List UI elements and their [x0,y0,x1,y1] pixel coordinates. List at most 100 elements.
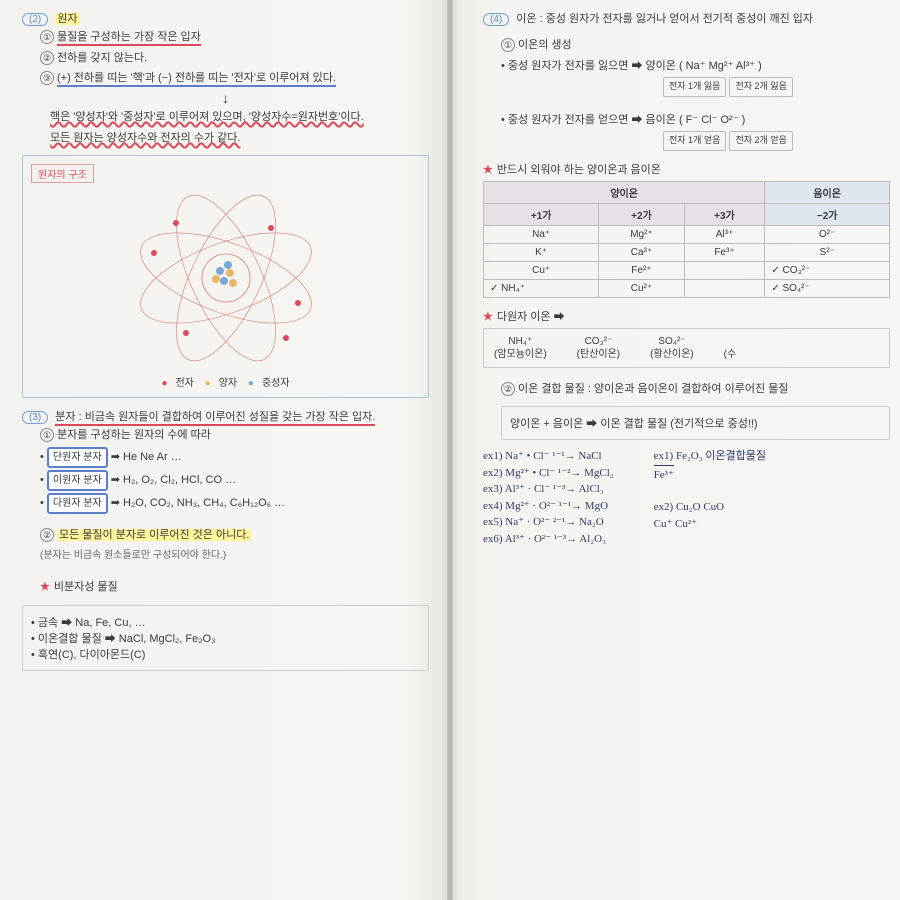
arrow-down-icon: ↓ [22,90,429,106]
cell [684,279,765,297]
line-1: 물질을 구성하는 가장 작은 입자 [57,31,201,46]
hand-line: ex6) Al³⁺ · O²⁻ ¹⁻³→ Al₂O₃ [483,531,614,548]
cell: K⁺ [484,243,599,261]
heading-3-def: 분자 : 비금속 원자들이 결합하여 이루어진 성질을 갖는 가장 작은 입자. [55,411,375,426]
box-lose-1: 전자 1개 잃음 [663,77,726,96]
polyion-label: 다원자 이온 ➡ [497,311,565,323]
line-5: 모든 원자는 양성자수와 전자의 수가 같다. [50,132,240,144]
heading-4-def: 이온 : 중성 원자가 전자를 잃거나 얻어서 전기적 중성이 깨진 입자 [516,13,813,25]
num-3: ③ [40,71,54,85]
heading-2: (2) [22,13,48,26]
heading-4: (4) [483,13,509,26]
th-p1: +1가 [484,203,599,225]
poly-co3: CO₃²⁻(탄산이온) [577,335,620,361]
legend-proton: 양자 [219,378,237,389]
cell: S²⁻ [765,243,890,261]
cell: Mg²⁺ [599,225,684,243]
star-icon-2: ★ [483,164,493,176]
hand-left: ex1) Na⁺ • Cl⁻ ¹⁻¹→ NaCl ex2) Mg²⁺ • Cl⁻… [483,448,614,547]
anion-line: 중성 원자가 전자를 얻으면 ➡ 음이온 ( F⁻ Cl⁻ O²⁻ ) [508,114,745,126]
th-anion: 음이온 [765,181,890,203]
ion-table-sec: ★ 반드시 외워야 하는 양이온과 음이온 양이온 음이온 +1가 +2가 +3가… [483,161,890,298]
box-gain-1: 전자 1개 얻음 [663,131,726,150]
num-1: ① [40,30,54,44]
cell: O²⁻ [765,225,890,243]
atom-diagram [31,187,420,372]
th-m2: −2가 [765,203,890,225]
legend-neutron: 중성자 [262,378,290,389]
bond-box-text: 양이온 + 음이온 ➡ 이온 결합 물질 (전기적으로 중성!!) [510,418,758,430]
atom-structure-box: 원자의 구조 [22,155,429,398]
handwritten-examples: ex1) Na⁺ • Cl⁻ ¹⁻¹→ NaCl ex2) Mg²⁺ • Cl⁻… [483,448,890,547]
cell [684,261,765,279]
cell: Ca²⁺ [599,243,684,261]
atom-box-title: 원자의 구조 [31,164,94,183]
mem-title: 반드시 외워야 하는 양이온과 음이온 [497,164,661,176]
num-2c: ② [501,382,515,396]
atom-legend: ●전자 ●양자 ●중성자 [31,374,420,389]
note-2-sub: (분자는 비금속 원소들로만 구성되어야 한다.) [40,547,429,564]
star-icon: ★ [40,581,50,593]
ion-gen: 이온의 생성 [518,39,572,51]
hand-line: ex2) Mg²⁺ • Cl⁻ ¹⁻²→ MgCl₂ [483,465,614,482]
line-3: (+) 전하를 띠는 '핵'과 (−) 전하를 띠는 '전자'로 이루어져 있다… [57,72,336,87]
heading-2-title: 원자 [55,13,79,25]
hand-line: ex5) Na⁺ · O²⁻ ²⁻¹→ Na₂O [483,514,614,531]
bond-box: 양이온 + 음이온 ➡ 이온 결합 물질 (전기적으로 중성!!) [501,406,890,440]
poly-so4: SO₄²⁻(황산이온) [650,335,693,361]
hand-line: Cu⁺ Cu²⁺ [654,516,766,533]
page-right: (4) 이온 : 중성 원자가 전자를 잃거나 얻어서 전기적 중성이 깨진 입… [453,0,900,900]
cell: Fe²⁺ [599,261,684,279]
cell: ✓ CO₃²⁻ [765,261,890,279]
poly-oh: (수 [724,335,737,361]
hand-right: ex1) Fe₂O₃ 이온결합물질 Fe³⁺ ex2) Cu₂O CuO Cu⁺… [654,448,766,547]
sec-4-ion: (4) 이온 : 중성 원자가 전자를 잃거나 얻어서 전기적 중성이 깨진 입… [483,10,890,151]
hand-line: ex2) Cu₂O CuO [654,499,766,516]
box-gain-2: 전자 2개 얻음 [729,131,792,150]
bond-def: 이온 결합 물질 : 양이온과 음이온이 결합하여 이루어진 물질 [518,383,788,395]
hand-line: ex3) Al³⁺ · Cl⁻ ¹⁻³→ AlCl₃ [483,481,614,498]
cell: ✓ SO₄²⁻ [765,279,890,297]
sec-2-atom: (2) 원자 ①물질을 구성하는 가장 작은 입자 ②전하를 갖지 않는다. ③… [22,10,429,147]
hand-line: Fe³⁺ [654,465,674,484]
ion-table: 양이온 음이온 +1가 +2가 +3가 −2가 Na⁺Mg²⁺Al³⁺O²⁻ K… [483,181,890,298]
num-2: ② [40,51,54,65]
ex-di: H₂, O₂, Cl₂, HCl, CO … [123,474,236,486]
nm3: • 흑연(C), 다이아몬드(C) [31,646,420,662]
cation-line: 중성 원자가 전자를 잃으면 ➡ 양이온 ( Na⁺ Mg²⁺ Al³⁺ ) [508,60,762,72]
th-cation: 양이온 [484,181,765,203]
tag-mono: 단원자 분자 [47,447,108,468]
hand-line: ex1) Na⁺ • Cl⁻ ¹⁻¹→ NaCl [483,448,614,465]
sec-3-molecule: (3) 분자 : 비금속 원자들이 결합하여 이루어진 성질을 갖는 가장 작은… [22,408,429,670]
page-left: (2) 원자 ①물질을 구성하는 가장 작은 입자 ②전하를 갖지 않는다. ③… [0,0,447,900]
cell: Al³⁺ [684,225,765,243]
line-4: 핵은 '양성자'와 '중성자'로 이루어져 있으며, '양성자수=원자번호'이다… [50,111,364,123]
mol-classify: 분자를 구성하는 원자의 수에 따라 [57,429,211,441]
legend-electron: 전자 [175,378,193,389]
cell: Na⁺ [484,225,599,243]
polyion-box: NH₄⁺(암모늄이온) CO₃²⁻(탄산이온) SO₄²⁻(황산이온) (수 [483,328,890,368]
th-p2: +2가 [599,203,684,225]
th-p3: +3가 [684,203,765,225]
star-icon-3: ★ [483,311,493,323]
note-2: 모든 물질이 분자로 이루어진 것은 아니다. [57,529,251,541]
poly-nh4: NH₄⁺(암모늄이온) [494,335,547,361]
box-lose-2: 전자 2개 잃음 [729,77,792,96]
num-2b: ② [40,528,54,542]
tag-di: 이원자 분자 [47,470,108,491]
ex-mono: He Ne Ar … [123,451,182,463]
num-1b: ① [40,428,54,442]
hand-line: ex1) Fe₂O₃ 이온결합물질 [654,448,766,465]
nm2: • 이온결합 물질 ➡ NaCl, MgCl₂, Fe₂O₃ [31,630,420,646]
num-1c: ① [501,38,515,52]
hand-line: ex4) Mg²⁺ · O²⁻ ¹⁻¹→ MgO [483,498,614,515]
nonmol-title: 비분자성 물질 [54,581,118,593]
cell: Fe³⁺ [684,243,765,261]
polyion-sec: ★ 다원자 이온 ➡ NH₄⁺(암모늄이온) CO₃²⁻(탄산이온) SO₄²⁻(… [483,308,890,368]
ex-poly: H₂O, CO₂, NH₃, CH₄, C₆H₁₂O₆ … [123,497,285,509]
heading-3: (3) [22,411,48,424]
line-2: 전하를 갖지 않는다. [57,52,147,64]
nm1: • 금속 ➡ Na, Fe, Cu, … [31,614,420,630]
cell: Cu⁺ [484,261,599,279]
cell: ✓ NH₄⁺ [484,279,599,297]
